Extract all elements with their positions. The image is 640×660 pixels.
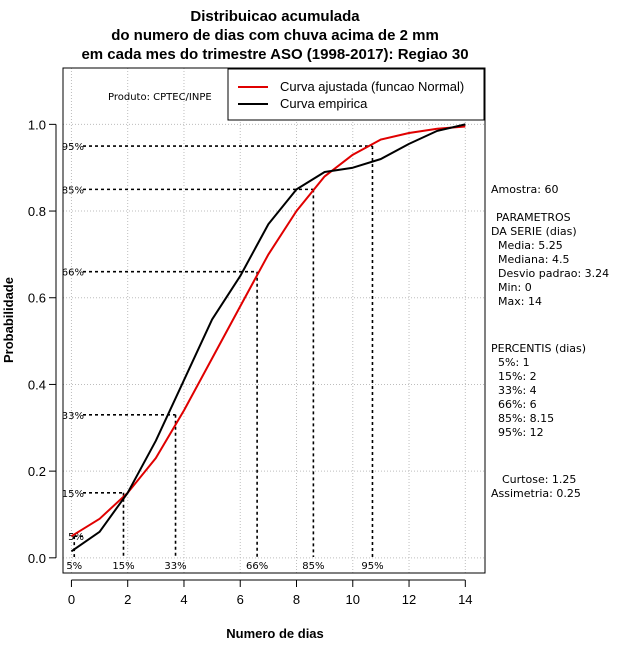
series-layer bbox=[70, 123, 466, 553]
side-panel: Amostra: 60 PARAMETROS DA SERIE (dias) M… bbox=[491, 183, 609, 500]
stat-curtose: Curtose: 1.25 bbox=[502, 473, 576, 486]
x-tick-label: 14 bbox=[458, 592, 472, 607]
percentil-5: 5%: 1 bbox=[498, 356, 530, 369]
percentile-marker-layer: 5% 5% 15% 15% 33% 33% 66% 66% 85% 85% 95% 95% bbox=[62, 142, 384, 572]
y-tick-label: 0.2 bbox=[28, 464, 46, 479]
percentile-y-label: 66% bbox=[62, 268, 84, 279]
percentil-95: 95%: 12 bbox=[498, 426, 544, 439]
percentil-85: 85%: 8.15 bbox=[498, 412, 554, 425]
params-heading-1: PARAMETROS bbox=[496, 211, 571, 224]
fitted-normal-curve bbox=[70, 125, 466, 538]
x-tick-label: 2 bbox=[124, 592, 131, 607]
x-axis-label: Numero de dias bbox=[226, 626, 324, 641]
x-tick-label: 6 bbox=[237, 592, 244, 607]
params-heading-2: DA SERIE (dias) bbox=[491, 225, 577, 238]
x-tick-label: 10 bbox=[346, 592, 360, 607]
stat-media: Media: 5.25 bbox=[498, 239, 563, 252]
percentil-33: 33%: 4 bbox=[498, 384, 537, 397]
stat-desvio: Desvio padrao: 3.24 bbox=[498, 267, 609, 280]
percentil-15: 15%: 2 bbox=[498, 370, 537, 383]
chart-title-line-1: Distribuicao acumulada bbox=[190, 8, 360, 25]
percentile-y-label: 15% bbox=[62, 489, 84, 500]
plot-frame bbox=[62, 67, 486, 574]
stat-mediana: Mediana: 4.5 bbox=[498, 253, 569, 266]
percentile-x-label: 5% bbox=[66, 561, 82, 572]
percentile-y-label: 5% bbox=[68, 532, 84, 543]
x-tick-label: 0 bbox=[68, 592, 75, 607]
axis-layer: 0 2 4 6 8 10 12 14 0.0 0.2 0.4 0.6 0.8 1.0 bbox=[28, 117, 473, 607]
percentile-x-label: 15% bbox=[112, 561, 134, 572]
percentile-y-label: 95% bbox=[62, 142, 84, 153]
sample-size: Amostra: 60 bbox=[491, 183, 558, 196]
percentile-y-label: 33% bbox=[62, 411, 84, 422]
percentile-x-label: 33% bbox=[164, 561, 186, 572]
x-tick-label: 4 bbox=[180, 592, 187, 607]
y-tick-label: 0.4 bbox=[28, 377, 46, 392]
chart-title-line-2: do numero de dias com chuva acima de 2 m… bbox=[111, 27, 439, 44]
grid-layer bbox=[63, 68, 485, 573]
legend-label-fitted: Curva ajustada (funcao Normal) bbox=[280, 79, 464, 94]
stat-max: Max: 14 bbox=[498, 295, 542, 308]
percentile-x-label: 66% bbox=[246, 561, 268, 572]
chart-title-line-3: em cada mes do trimestre ASO (1998-2017)… bbox=[81, 46, 468, 63]
percentile-x-label: 85% bbox=[302, 561, 324, 572]
y-axis-label: Probabilidade bbox=[1, 277, 16, 363]
legend: Curva ajustada (funcao Normal) Curva emp… bbox=[227, 68, 485, 121]
x-tick-label: 12 bbox=[402, 592, 416, 607]
credit-text: Produto: CPTEC/INPE bbox=[108, 92, 212, 103]
percentil-66: 66%: 6 bbox=[498, 398, 537, 411]
percentile-y-label: 85% bbox=[62, 185, 84, 196]
stat-min: Min: 0 bbox=[498, 281, 532, 294]
y-tick-label: 0.6 bbox=[28, 291, 46, 306]
percentile-x-label: 95% bbox=[361, 561, 383, 572]
empirical-curve bbox=[70, 123, 466, 553]
stat-assimetria: Assimetria: 0.25 bbox=[491, 487, 581, 500]
percentis-heading: PERCENTIS (dias) bbox=[491, 342, 586, 355]
legend-label-empirical: Curva empirica bbox=[280, 96, 368, 111]
y-tick-label: 0.8 bbox=[28, 204, 46, 219]
y-tick-label: 1.0 bbox=[28, 117, 46, 132]
legend-box bbox=[227, 68, 485, 121]
x-tick-label: 8 bbox=[293, 592, 300, 607]
y-tick-label: 0.0 bbox=[28, 551, 46, 566]
